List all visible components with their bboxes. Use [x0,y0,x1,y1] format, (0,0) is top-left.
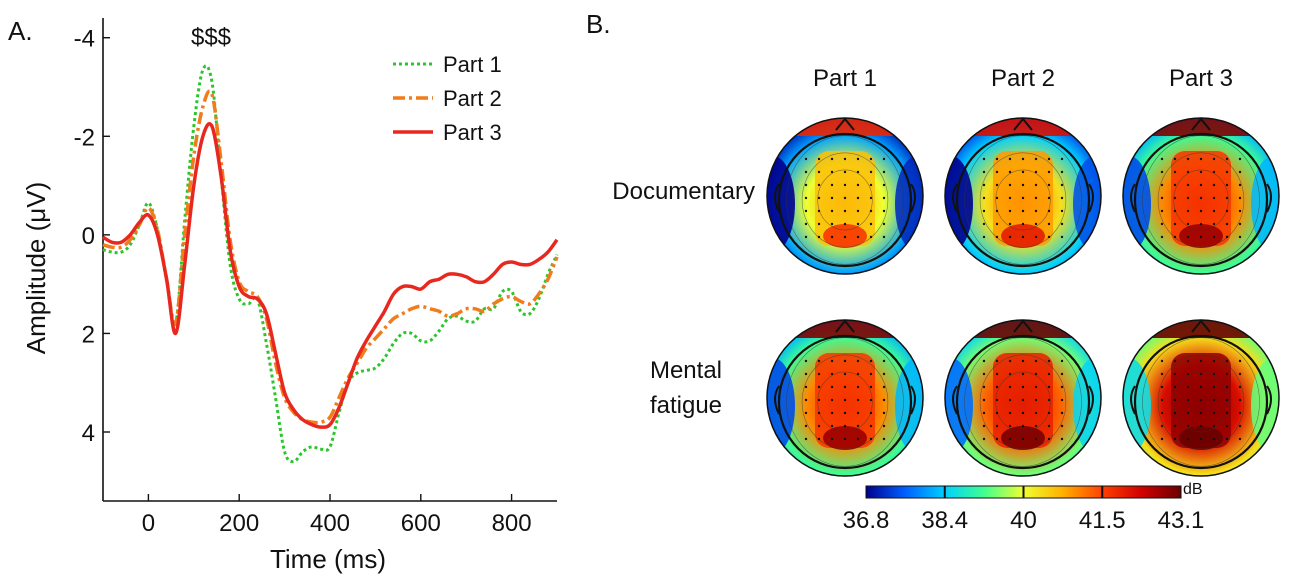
head-outline [1133,132,1269,268]
y-axis-label: Amplitude (μV) [21,182,51,354]
left-ear-outline [774,385,780,415]
colorbar: 36.8 38.4 40 41.5 43.1 dB [843,481,1205,534]
head-outline [955,132,1091,268]
right-ear-outline [910,183,916,213]
right-ear-outline [910,385,916,415]
right-ear-outline [1266,385,1272,415]
left-ear-outline [952,385,958,415]
left-ear-outline [1130,385,1136,415]
colorbar-tick-label: 40 [1010,507,1037,534]
topomap-2-3 [1123,320,1279,476]
series-line-3 [102,122,559,429]
nose-outline [835,117,855,131]
panel-a-label: A. [8,16,33,46]
erp-line-plot: 0 200 400 600 800 -4 -2 0 2 4 Part 1 Part 2 Part 3 [74,18,559,537]
x-tick-label: 400 [310,510,350,537]
colorbar-tick-label: 41.5 [1079,507,1126,534]
nose-outline [1191,319,1211,333]
colorbar-tick-label: 43.1 [1158,507,1205,534]
left-ear-outline [774,183,780,213]
column-header-3: Part 3 [1169,65,1233,92]
column-header-1: Part 1 [813,65,877,92]
y-tick-label: 4 [82,420,95,447]
y-tick-label: -2 [74,124,95,151]
topomap-1-3 [1123,118,1279,274]
topography-grid: Part 1 Part 2 Part 3 Documentary Mental fatig… [612,65,1280,477]
y-tick-label: 2 [82,321,95,348]
right-ear-outline [1088,183,1094,213]
head-outline [777,334,913,470]
row-label-1: Documentary [612,178,755,205]
legend-label-3: Part 3 [443,120,502,145]
colorbar-tick-label: 38.4 [921,507,968,534]
head-outline [955,334,1091,470]
head-outline [1133,334,1269,470]
colorbar-tick-label: 36.8 [843,507,890,534]
left-ear-outline [1130,183,1136,213]
x-tick-label: 200 [219,510,259,537]
column-header-2: Part 2 [991,65,1055,92]
x-tick-label: 600 [401,510,441,537]
nose-outline [1013,117,1033,131]
panel-b-label: B. [586,9,611,39]
y-tick-label: -4 [74,26,95,53]
right-ear-outline [1088,385,1094,415]
y-tick-label: 0 [82,223,95,250]
nose-outline [1191,117,1211,131]
legend-label-2: Part 2 [443,86,502,111]
x-tick-label: 0 [142,510,155,537]
x-axis-label: Time (ms) [270,544,386,574]
left-ear-outline [952,183,958,213]
legend-label-1: Part 1 [443,52,502,77]
topomap-2-2 [945,320,1101,476]
x-tick-label: 800 [492,510,532,537]
right-ear-outline [1266,183,1272,213]
nose-outline [1013,319,1033,333]
colorbar-unit: dB [1183,481,1203,498]
significance-annotation: $$$ [191,24,231,51]
topomap-1-1 [767,118,923,274]
series-line-2 [102,89,559,425]
row-label-2: Mental [650,357,722,384]
head-outline [777,132,913,268]
nose-outline [835,319,855,333]
row-label-2: fatigue [650,392,722,419]
